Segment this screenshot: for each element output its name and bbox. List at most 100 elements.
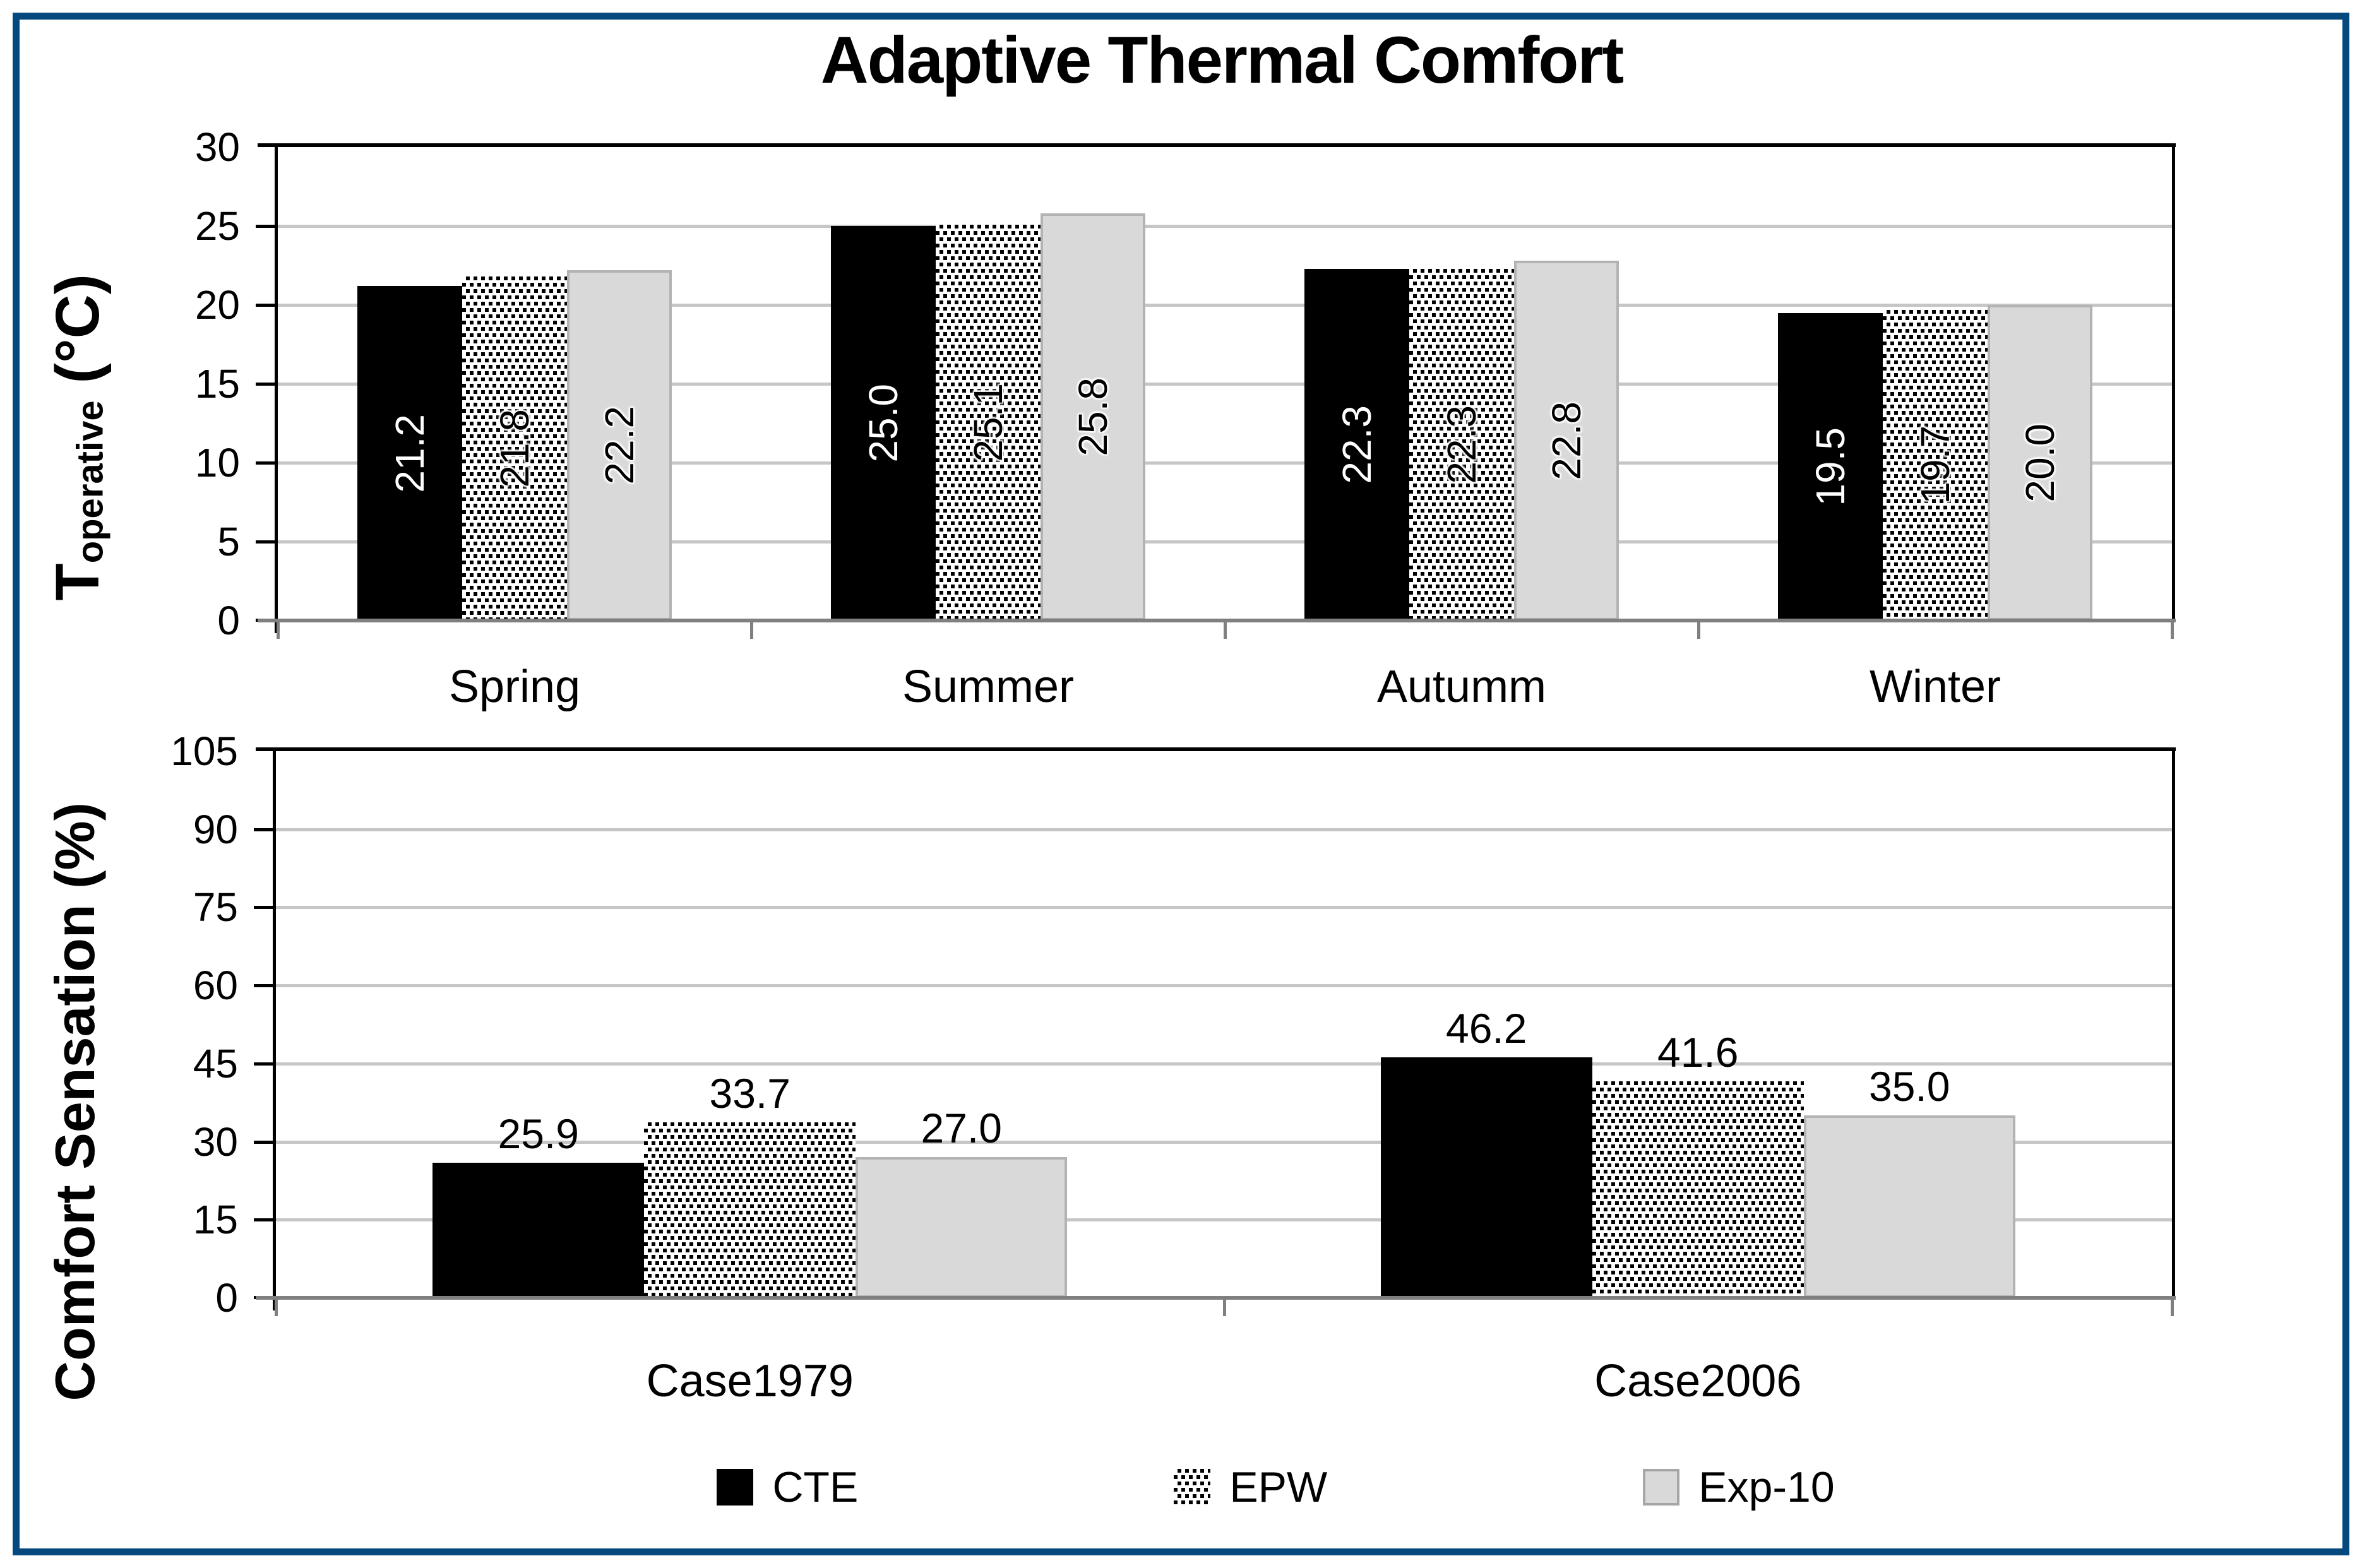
bar-value-label: 22.2 [597, 406, 642, 485]
legend-item-exp10: Exp-10 [1643, 1463, 1835, 1512]
bar-exp-10-spring: 22.2 [567, 270, 672, 621]
bar-cte-winter: 19.5 [1778, 312, 1883, 621]
legend: CTE EPW Exp-10 [95, 1456, 2362, 1519]
bar-cte-summer: 25.0 [831, 226, 936, 621]
gridline [278, 540, 2172, 543]
y-axis-line [275, 143, 278, 633]
y-axis-line [273, 747, 276, 1310]
x-axis-label-case1979: Case1979 [646, 1356, 854, 1406]
y-axis-tick-label: 15 [194, 361, 240, 407]
x-axis-tick [1222, 1300, 1226, 1316]
gridline [278, 383, 2172, 386]
y-axis-tick [254, 1062, 273, 1066]
x-axis-label-autumm: Autumm [1376, 662, 1547, 712]
gridline [276, 1062, 2172, 1066]
gridline [276, 984, 2172, 988]
bar-epw-spring: 21.8 [462, 276, 567, 621]
legend-marker-exp10 [1643, 1469, 1680, 1506]
y-axis-tick-label: 105 [170, 728, 238, 774]
bar-value-label: 20.0 [2017, 423, 2063, 502]
y-axis-tick-label: 25 [194, 203, 240, 249]
x-axis-tick [750, 622, 753, 639]
bar-value-label: 25.9 [498, 1110, 579, 1158]
chart-title: Adaptive Thermal Comfort [820, 23, 1625, 97]
gridline [278, 461, 2172, 465]
y-axis-tick [254, 984, 273, 988]
gridline [276, 1218, 2172, 1222]
bar-value-label: 33.7 [709, 1070, 790, 1117]
bar-value-label: 41.6 [1657, 1028, 1739, 1076]
legend-marker-epw [1174, 1469, 1211, 1506]
bar-exp-10-summer: 25.8 [1041, 213, 1145, 621]
x-axis-line [256, 1296, 2176, 1300]
y-axis-tick [256, 225, 275, 228]
gridline [276, 828, 2172, 831]
bar-value-label: 22.3 [1334, 405, 1380, 484]
bar-value-label: 25.8 [1070, 377, 1116, 456]
x-axis-line [258, 619, 2176, 622]
bar-value-label: 22.3 [1439, 405, 1484, 484]
x-axis-tick [2171, 1300, 2174, 1316]
legend-label-exp10: Exp-10 [1698, 1463, 1835, 1511]
bar-value-label: 27.0 [921, 1105, 1002, 1152]
x-axis-tick [1224, 622, 1227, 639]
y-axis-tick [254, 906, 273, 910]
x-axis-label-spring: Spring [448, 662, 581, 712]
y-axis-tick-label: 0 [217, 598, 240, 643]
y-axis-tick-label: 90 [193, 806, 238, 852]
x-axis-tick [277, 622, 280, 639]
x-axis-label-summer: Summer [902, 662, 1075, 712]
y-axis-tick-label: 75 [193, 884, 238, 930]
x-axis-tick [1697, 622, 1700, 639]
x-axis-tick [2171, 622, 2174, 639]
gridline [276, 906, 2172, 910]
bar-exp-10-autumm: 22.8 [1514, 261, 1619, 621]
outer-frame-border [13, 13, 2349, 1555]
legend-marker-cte [717, 1469, 754, 1506]
x-axis-label-case2006: Case2006 [1594, 1356, 1802, 1406]
legend-item-epw: EPW [1174, 1463, 1327, 1512]
y-axis-tick [256, 304, 275, 307]
gridline [276, 1140, 2172, 1144]
plot-border-right [2172, 143, 2175, 621]
bar-epw-winter: 19.7 [1883, 309, 1988, 621]
bar-value-label: 19.5 [1808, 427, 1853, 506]
legend-label-epw: EPW [1229, 1463, 1328, 1511]
y-axis-tick-label: 0 [215, 1275, 238, 1321]
y-axis-tick [254, 1140, 273, 1144]
y-axis-tick [256, 540, 275, 543]
y-axis-tick [256, 461, 275, 465]
bar-value-label: 46.2 [1446, 1004, 1527, 1052]
y-axis-tick-label: 5 [217, 519, 240, 564]
plot-border-top [256, 747, 2176, 751]
y-axis-tick [256, 383, 275, 386]
bar-exp-10-case1979 [856, 1157, 1068, 1298]
bar-value-label: 21.2 [387, 413, 432, 493]
bar-cte-case2006 [1380, 1057, 1592, 1298]
bar-epw-case1979 [644, 1122, 856, 1298]
bar-epw-summer: 25.1 [936, 224, 1041, 621]
bar-epw-autumm: 22.3 [1409, 268, 1514, 621]
y-axis-tick-label: 10 [194, 440, 240, 485]
y-axis-tick-label: 30 [194, 124, 240, 170]
y-axis-tick-label: 15 [193, 1197, 238, 1243]
y-axis-tick [254, 1218, 273, 1222]
bar-value-label: 25.0 [861, 384, 906, 463]
bar-cte-case1979 [432, 1163, 645, 1298]
bar-value-label: 22.8 [1544, 401, 1589, 480]
legend-label-cte: CTE [772, 1463, 859, 1511]
gridline [278, 304, 2172, 307]
bar-epw-case2006 [1592, 1081, 1804, 1298]
plot-border-right [2172, 747, 2175, 1298]
bar-value-label: 25.1 [965, 383, 1011, 462]
bar-cte-autumm: 22.3 [1304, 268, 1409, 621]
bar-value-label: 35.0 [1869, 1063, 1950, 1110]
x-axis-label-winter: Winter [1869, 662, 2001, 712]
gridline [278, 225, 2172, 228]
x-axis-tick [275, 1300, 278, 1316]
bar-value-label: 21.8 [492, 409, 537, 488]
bar-cte-spring: 21.2 [357, 286, 462, 621]
bar-value-label: 19.7 [1912, 425, 1958, 505]
legend-item-cte: CTE [717, 1463, 858, 1512]
bar-exp-10-winter: 20.0 [1988, 305, 2092, 621]
